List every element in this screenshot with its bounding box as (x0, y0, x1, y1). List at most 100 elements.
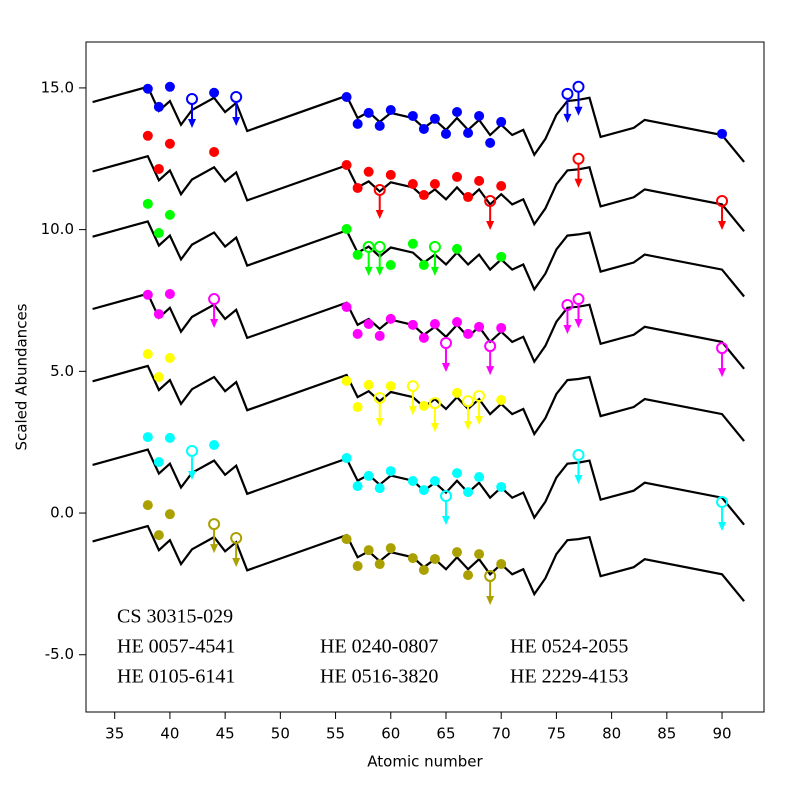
limit-circle (484, 569, 497, 582)
detection-point (429, 553, 440, 564)
detection-point (153, 163, 164, 174)
detection-point (142, 500, 153, 511)
detection-point (452, 107, 463, 118)
detection-point (474, 110, 485, 121)
limit-arrow-head (210, 544, 219, 554)
detection-point (164, 209, 175, 220)
model-group (92, 154, 745, 232)
detection-point (341, 453, 352, 464)
limit-arrow-head (430, 423, 439, 433)
detection-point (418, 190, 429, 201)
upper-limit (208, 293, 221, 329)
x-tick-label: 40 (160, 725, 179, 743)
upper-limit (473, 389, 486, 425)
upper-limit (561, 299, 574, 335)
limit-arrow-head (232, 116, 241, 126)
upper-limit (373, 240, 386, 276)
model-group (92, 220, 745, 298)
detection-point (341, 160, 352, 171)
detection-point (385, 313, 396, 324)
legend-label: HE 0057-4541 (117, 636, 235, 658)
limit-arrow-head (574, 474, 583, 484)
detection-point (153, 309, 164, 320)
detection-point (142, 83, 153, 94)
limit-circle (716, 342, 729, 355)
detection-point (153, 228, 164, 239)
detection-point (496, 394, 507, 405)
upper-limit (428, 397, 441, 433)
detection-point (496, 481, 507, 492)
limit-circle (373, 240, 386, 253)
detection-point (385, 466, 396, 477)
detection-point (496, 180, 507, 191)
detection-point (496, 322, 507, 333)
upper-limit (462, 395, 475, 431)
detection-point (352, 118, 363, 129)
limit-circle (208, 293, 221, 306)
plot-frame (85, 41, 765, 713)
upper-limit (572, 293, 585, 329)
limit-arrow-head (375, 417, 384, 427)
detection-point (352, 249, 363, 260)
detection-point (209, 146, 220, 157)
detection-point (407, 110, 418, 121)
limit-circle (186, 444, 199, 457)
detection-point (474, 175, 485, 186)
detection-point (418, 400, 429, 411)
limit-arrow-head (375, 209, 384, 219)
limit-arrow-head (475, 415, 484, 425)
upper-limit (439, 490, 452, 526)
y-tick-label: 0.0 (50, 504, 74, 522)
detection-point (418, 124, 429, 135)
limit-arrow-head (464, 421, 473, 431)
limit-arrow-head (430, 266, 439, 276)
x-tick-label: 60 (381, 725, 400, 743)
limit-circle (462, 395, 475, 408)
model-line (92, 364, 745, 442)
upper-limit (439, 336, 452, 372)
detection-point (463, 127, 474, 138)
detection-point (341, 224, 352, 235)
upper-limit (572, 80, 585, 116)
y-tick-label: 15.0 (41, 78, 74, 96)
detection-point (352, 328, 363, 339)
x-tick-label: 45 (216, 725, 235, 743)
model-line (92, 85, 745, 163)
detection-point (352, 402, 363, 413)
model-line (92, 448, 745, 526)
legend-label: HE 0516-3820 (320, 666, 438, 688)
detection-point (153, 101, 164, 112)
detection-point (341, 375, 352, 386)
detection-point (407, 553, 418, 564)
detection-point (463, 328, 474, 339)
x-tick-label: 55 (326, 725, 345, 743)
detection-point (363, 319, 374, 330)
detection-point (209, 440, 220, 451)
detection-point (352, 182, 363, 193)
limit-arrow-head (364, 266, 373, 276)
model-group (92, 85, 745, 163)
detection-point (341, 91, 352, 102)
detection-point (164, 288, 175, 299)
limit-circle (186, 92, 199, 105)
detection-point (452, 547, 463, 558)
detection-point (385, 543, 396, 554)
model-line (92, 524, 745, 602)
detection-point (153, 530, 164, 541)
upper-limit (186, 92, 199, 128)
detection-point (363, 470, 374, 481)
legend-label: HE 0105-6141 (117, 666, 235, 688)
detection-point (407, 238, 418, 249)
upper-limit (230, 531, 243, 567)
detection-point (496, 559, 507, 570)
detection-point (341, 301, 352, 312)
limit-circle (572, 152, 585, 165)
y-axis-label: Scaled Abundances (13, 303, 31, 450)
limit-circle (572, 293, 585, 306)
legend-label: HE 0524-2055 (510, 636, 628, 658)
upper-limit (572, 152, 585, 188)
upper-limit (572, 448, 585, 484)
upper-limit (484, 569, 497, 605)
upper-limit (362, 240, 375, 276)
